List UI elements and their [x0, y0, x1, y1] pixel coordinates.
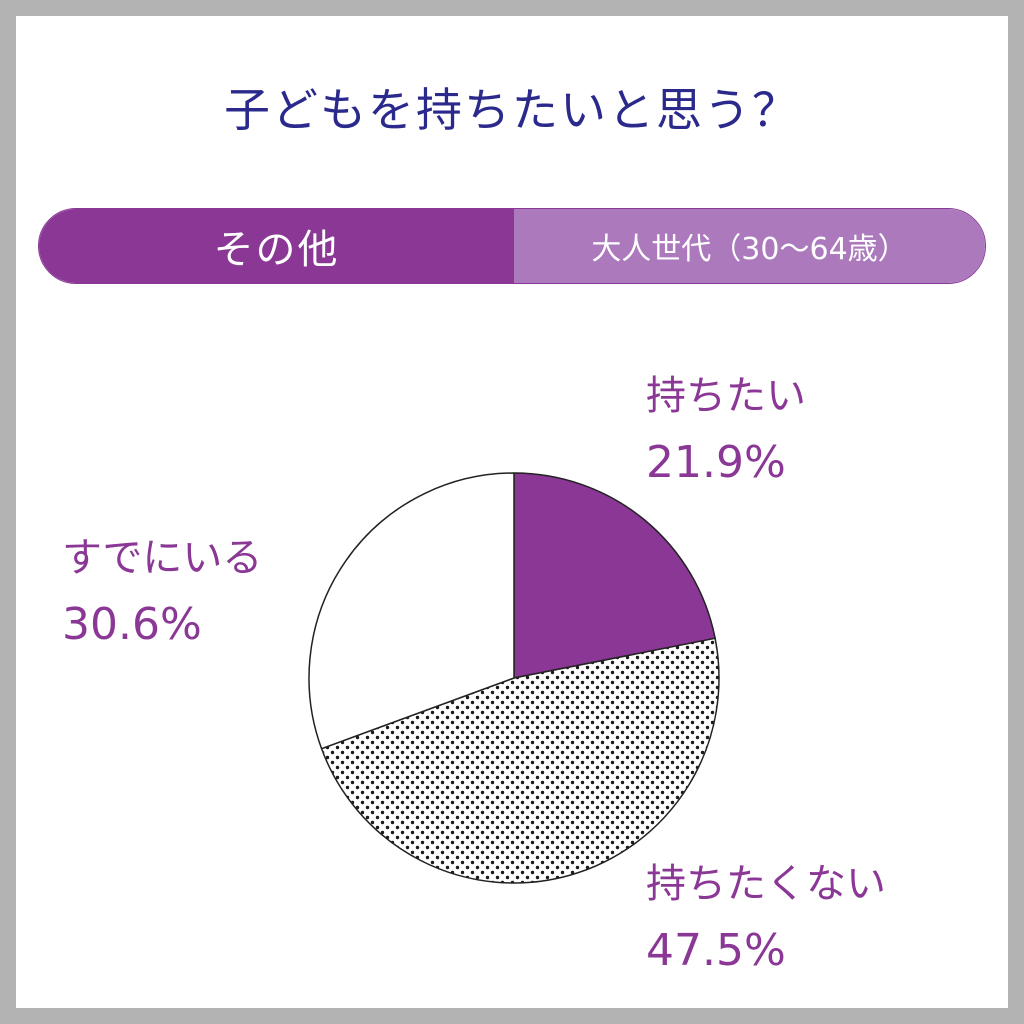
slice-label-already-have: すでにいる 30.6% [62, 526, 262, 660]
segment-label-adult-generation: 大人世代（30～64歳） [514, 209, 985, 283]
segment-header: その他 大人世代（30～64歳） [38, 208, 986, 284]
pie-slice-dont-want [320, 637, 720, 884]
pie-slice-want [513, 472, 716, 679]
page-title: 子どもを持ちたいと思う？ [224, 83, 800, 137]
slice-label-value: 30.6% [62, 599, 202, 650]
slice-label-want: 持ちたい 21.9% [646, 364, 806, 498]
slice-label-value: 47.5% [646, 925, 786, 976]
slice-label-dont-want: 持ちたくない 47.5% [646, 852, 886, 986]
slice-label-value: 21.9% [646, 437, 786, 488]
pie-slice-already-have [308, 472, 515, 750]
slice-label-text: 持ちたくない [646, 861, 886, 907]
slice-label-text: すでにいる [62, 535, 263, 581]
slice-label-text: 持ちたい [646, 373, 806, 419]
segment-label-other: その他 [39, 209, 514, 283]
